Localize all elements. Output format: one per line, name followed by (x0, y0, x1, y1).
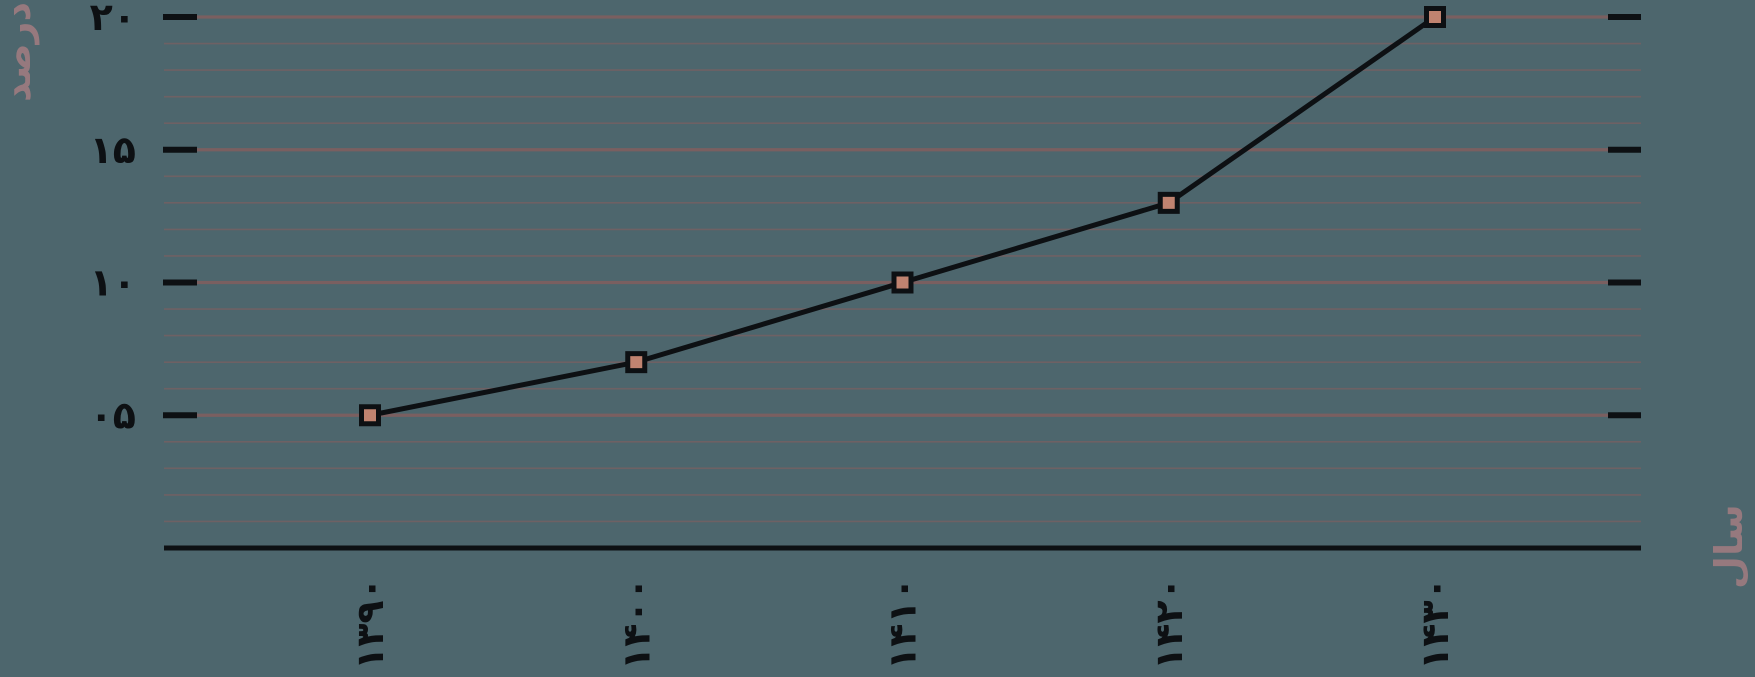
y-axis-title: درصد (0, 2, 39, 102)
gridlines-minor-group (164, 42, 1641, 523)
x-tick-label: ۱۴۲۰ (1147, 577, 1191, 670)
x-axis-title: سال (1707, 504, 1751, 589)
data-point-marker (1424, 6, 1446, 28)
x-tick-label: ۱۳۹۰ (348, 577, 392, 670)
x-tick-label: ۱۴۱۰ (881, 577, 925, 670)
tick-labels-group: ۲۰ ۱۵ ۱۰ ۰۵ ۱۳۹۰ ۱۴۰۰ ۱۴۱۰ ۱۴۲۰ ۱۴۳۰ (90, 0, 1457, 670)
data-point-marker (625, 351, 648, 374)
data-point-marker (891, 271, 914, 294)
y-tick-label: ۰۵ (90, 393, 136, 437)
x-tick-label: ۱۴۳۰ (1413, 577, 1457, 670)
y-tick-label: ۲۰ (90, 0, 136, 39)
axis-tick-marks-group (163, 14, 1641, 419)
data-line (369, 14, 1437, 418)
y-tick-label: ۱۰ (90, 261, 136, 305)
y-tick-label: ۱۵ (90, 128, 136, 172)
gridlines-major-group (164, 15, 1641, 417)
x-tick-label: ۱۴۰۰ (614, 577, 658, 670)
data-point-marker (1157, 191, 1180, 214)
data-point-marker (359, 404, 381, 427)
data-series-group (359, 6, 1446, 427)
